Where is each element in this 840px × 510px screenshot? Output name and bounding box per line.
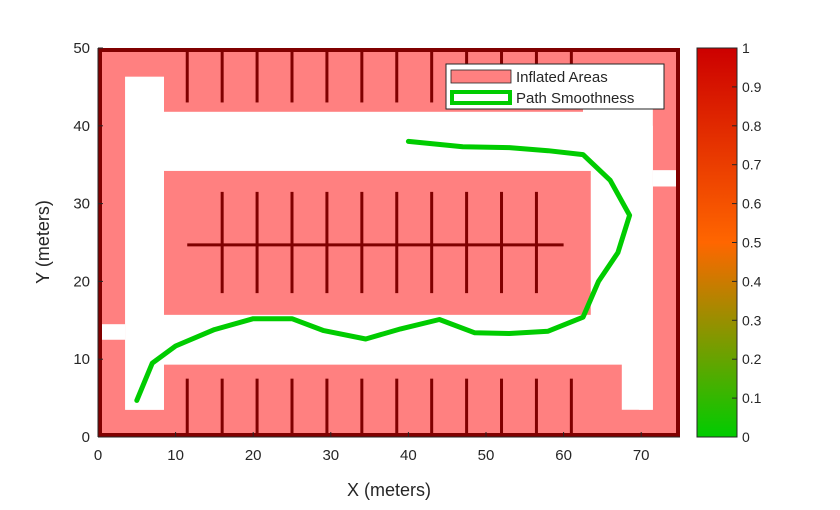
x-tick-label: 10: [167, 447, 184, 464]
legend-swatch-path-smoothness: [450, 90, 512, 105]
y-tick-label: 40: [73, 118, 90, 135]
obstacles-layer: [98, 48, 680, 437]
axes-layer: 0 10 20 30 40 50 60 70 0 10 20 30 40 50: [73, 40, 680, 464]
y-tick-label: 20: [73, 273, 90, 290]
colorbar-tick-label: 1: [742, 40, 750, 56]
colorbar-tick-label: 0.6: [742, 196, 762, 212]
x-tick-label: 60: [555, 447, 572, 464]
y-tick-label: 0: [82, 429, 90, 446]
smoothed-path-line: [134, 138, 633, 403]
free-space-region: [125, 76, 164, 410]
colorbar-tick-label: 0.2: [742, 351, 762, 367]
legend-swatch-inflated-areas: [450, 69, 512, 84]
legend-label-inflated-areas: Inflated Areas: [516, 69, 608, 86]
map-boundary: [98, 48, 680, 437]
colorbar-tick-label: 0.3: [742, 312, 762, 328]
x-tick-label: 50: [478, 447, 495, 464]
x-tick-label: 70: [633, 447, 650, 464]
colorbar-tick-label: 0.1: [742, 390, 762, 406]
x-tick-label: 30: [322, 447, 339, 464]
y-tick-label: 10: [73, 351, 90, 368]
colorbar-tick-label: 0.5: [742, 235, 762, 251]
free-space-region: [652, 170, 680, 187]
y-tick-label: 50: [73, 40, 90, 57]
colorbar-tick-label: 0.7: [742, 157, 762, 173]
inflated-region: [652, 48, 680, 437]
y-tick-label: 30: [73, 196, 90, 213]
inflated-region: [163, 170, 591, 315]
x-tick-label: 40: [400, 447, 417, 464]
legend-label-path-smoothness: Path Smoothness: [516, 90, 634, 107]
x-tick-label: 20: [245, 447, 262, 464]
inflated-region: [98, 48, 126, 437]
inflated-region: [163, 364, 622, 437]
x-axis-label: X (meters): [347, 480, 431, 500]
path-layer: [134, 138, 633, 403]
x-tick-label: 0: [94, 447, 102, 464]
free-space-region: [638, 125, 653, 410]
free-space-region: [98, 324, 126, 340]
colorbar-tick-label: 0.4: [742, 273, 762, 289]
colorbar-ticks: 0 0.1 0.2 0.3 0.4 0.5 0.6 0.7 0.8 0.9 1: [732, 40, 762, 445]
colorbar-tick-label: 0.8: [742, 118, 762, 134]
colorbar: 0 0.1 0.2 0.3 0.4 0.5 0.6 0.7 0.8 0.9 1: [696, 40, 762, 445]
colorbar-tick-label: 0.9: [742, 79, 762, 95]
colorbar-tick-label: 0: [742, 429, 750, 445]
colorbar-bar: [696, 47, 738, 438]
y-axis-label: Y (meters): [33, 200, 53, 284]
legend: Inflated Areas Path Smoothness: [445, 63, 665, 110]
